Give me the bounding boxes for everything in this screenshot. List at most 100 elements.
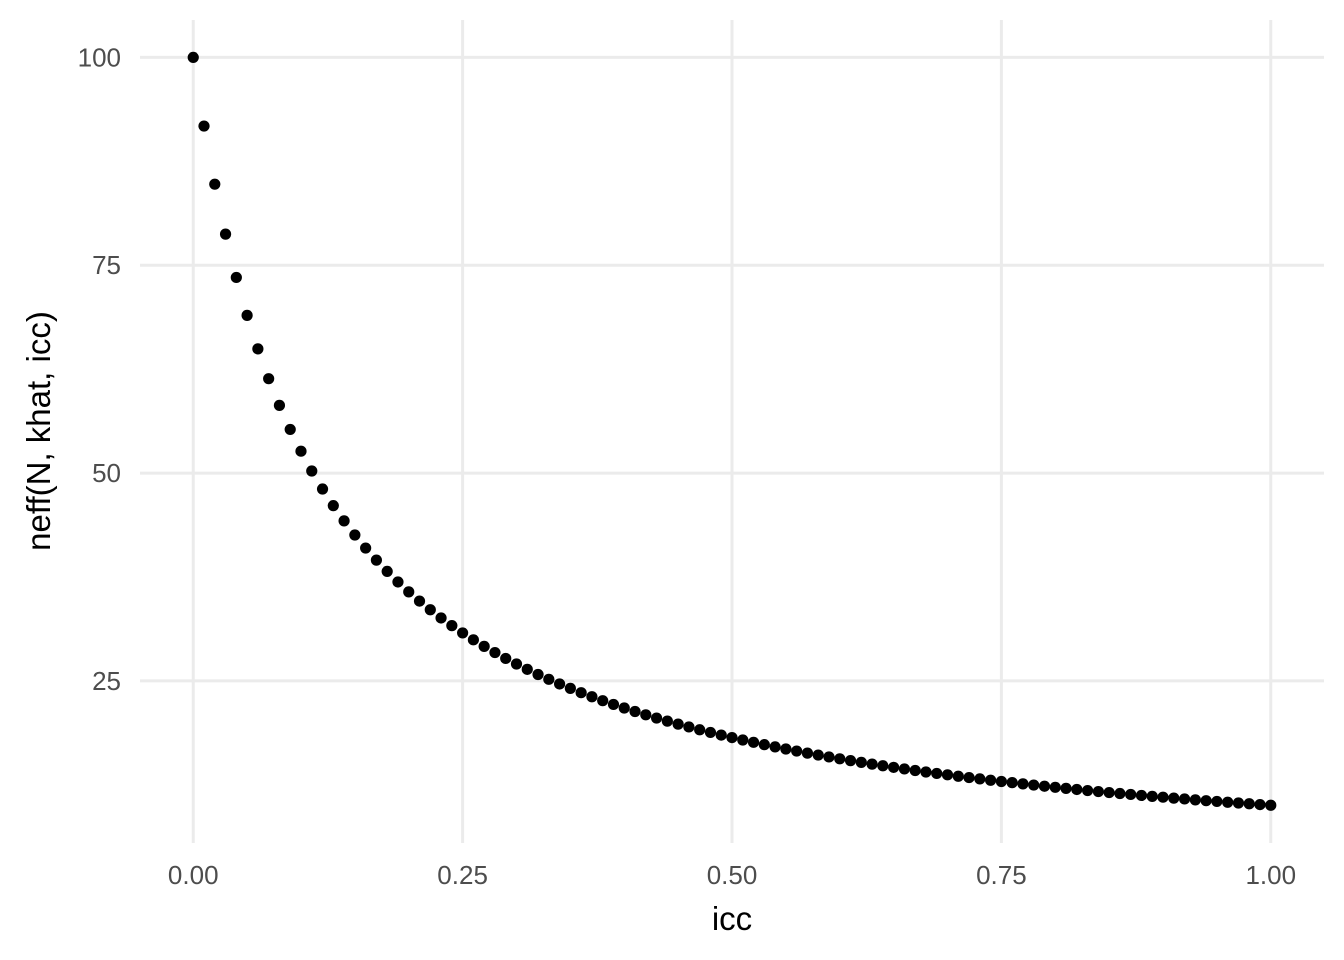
data-point: [1189, 794, 1201, 806]
data-point: [1146, 790, 1158, 802]
data-point: [392, 576, 404, 588]
data-point: [1243, 798, 1255, 810]
data-point: [888, 761, 900, 773]
data-point: [801, 747, 814, 759]
data-point: [1265, 799, 1277, 811]
data-point: [1028, 779, 1040, 791]
data-point: [564, 682, 576, 694]
y-tick-label: 100: [78, 42, 121, 72]
data-point: [597, 695, 609, 707]
data-point: [909, 764, 921, 777]
data-point: [737, 734, 749, 746]
data-point: [1006, 777, 1018, 789]
data-point: [995, 775, 1007, 788]
data-point: [424, 604, 436, 616]
data-point: [941, 769, 954, 781]
data-point: [1125, 788, 1137, 801]
data-point: [1211, 795, 1223, 808]
x-axis-title: icc: [712, 900, 752, 937]
data-point: [931, 767, 943, 780]
y-axis-ticks: 25 50 75 100: [78, 42, 121, 695]
data-point: [834, 753, 846, 765]
data-point: [715, 729, 727, 741]
data-point: [413, 595, 426, 607]
data-point: [467, 634, 479, 646]
data-point: [532, 668, 544, 681]
data-point: [403, 586, 415, 598]
data-point: [1135, 789, 1148, 802]
data-point: [1200, 795, 1212, 807]
data-point: [726, 731, 738, 744]
data-point: [866, 758, 878, 770]
data-points: [187, 51, 1277, 811]
data-point: [327, 500, 339, 512]
data-point: [553, 678, 566, 690]
data-point: [974, 773, 986, 785]
data-point: [1168, 792, 1180, 804]
data-point: [586, 691, 598, 703]
data-point: [457, 627, 469, 639]
data-point: [241, 309, 253, 321]
data-point: [370, 554, 383, 566]
data-point: [1103, 786, 1115, 799]
data-point: [209, 178, 221, 190]
data-point: [198, 120, 210, 132]
data-point: [898, 763, 911, 775]
data-point: [791, 745, 803, 757]
data-point: [435, 612, 447, 624]
data-point: [252, 343, 264, 355]
y-tick-label: 75: [92, 250, 121, 280]
data-point: [855, 756, 867, 768]
data-point: [521, 663, 533, 675]
data-point: [1178, 793, 1191, 805]
data-point: [543, 673, 555, 685]
data-point: [877, 760, 889, 772]
data-point: [640, 709, 652, 721]
data-point: [338, 515, 350, 527]
y-tick-label: 25: [92, 666, 121, 696]
data-point: [769, 741, 781, 753]
data-point: [1254, 798, 1266, 811]
x-tick-label: 1.00: [1245, 860, 1296, 890]
data-point: [618, 702, 630, 714]
data-point: [349, 529, 361, 541]
data-point: [1232, 797, 1245, 809]
data-point: [1017, 778, 1029, 790]
data-point: [844, 755, 857, 767]
data-point: [704, 726, 717, 739]
data-point: [510, 658, 523, 670]
data-point: [672, 718, 684, 730]
data-point: [694, 724, 706, 736]
data-point: [489, 646, 501, 659]
data-point: [1081, 784, 1094, 797]
y-axis-title: neff(N, khat, icc): [20, 311, 57, 551]
data-point: [1222, 796, 1234, 808]
data-point: [500, 652, 512, 665]
data-point: [187, 51, 199, 64]
data-point: [1038, 780, 1051, 792]
data-point: [284, 423, 296, 436]
x-axis-ticks: 0.00 0.25 0.50 0.75 1.00: [168, 860, 1296, 890]
data-point: [263, 373, 275, 385]
data-point: [316, 483, 329, 495]
data-point: [306, 465, 318, 477]
x-tick-label: 0.25: [437, 860, 488, 890]
data-point: [295, 445, 307, 457]
x-tick-label: 0.75: [976, 860, 1027, 890]
data-point: [780, 743, 792, 755]
x-tick-label: 0.00: [168, 860, 219, 890]
data-point: [1092, 785, 1104, 798]
data-point: [823, 751, 835, 763]
data-point: [985, 774, 997, 786]
data-point: [629, 705, 641, 718]
data-point: [758, 739, 770, 751]
data-point: [661, 715, 673, 727]
data-point: [1049, 781, 1061, 793]
data-point: [683, 721, 695, 733]
data-point: [1114, 787, 1126, 800]
data-point: [273, 399, 286, 411]
data-point: [1060, 782, 1072, 794]
data-point: [952, 770, 964, 782]
data-point: [920, 766, 932, 778]
